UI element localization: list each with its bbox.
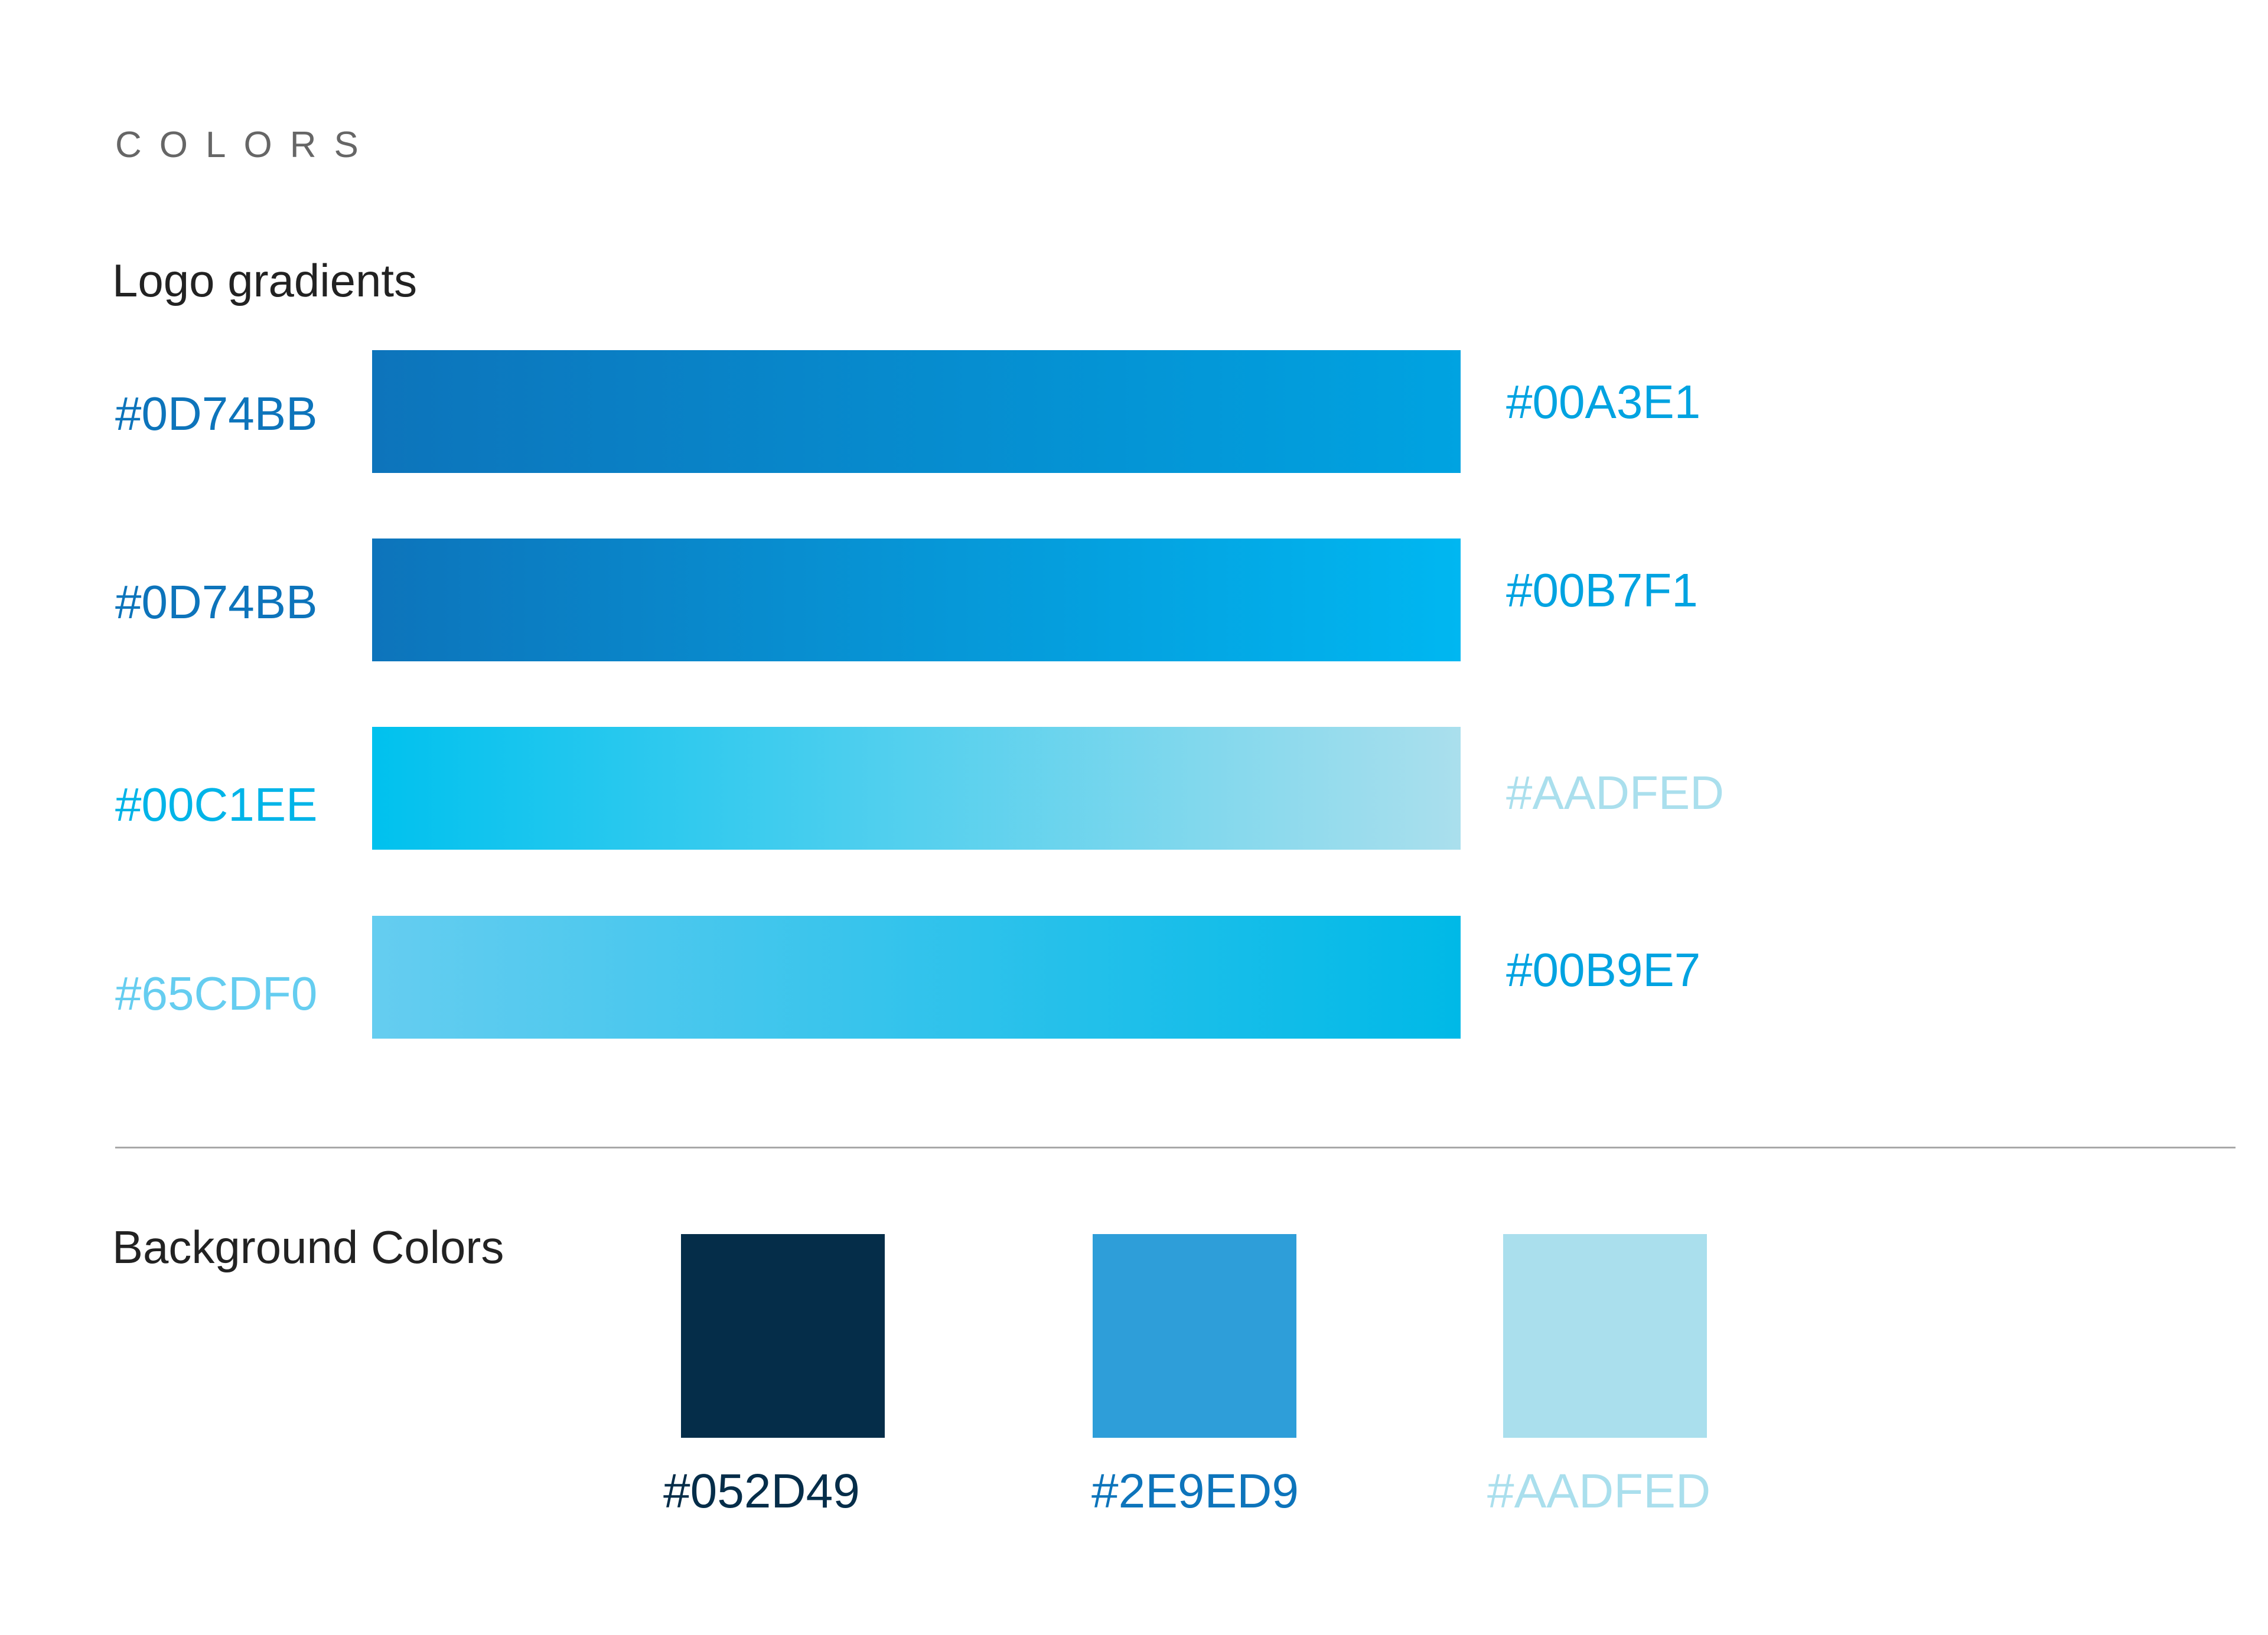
- swatch-label: #AADFED: [1487, 1464, 1711, 1518]
- gradient-bar: [372, 727, 1461, 850]
- gradient-bar: [372, 350, 1461, 473]
- gradient-row-3: #00C1EE #AADFED: [0, 727, 2268, 851]
- gradient-end-label: #00A3E1: [1506, 376, 1701, 428]
- swatch-label: #2E9ED9: [1091, 1464, 1299, 1518]
- gradient-start-label: #00C1EE: [115, 778, 318, 831]
- gradient-bar: [372, 916, 1461, 1039]
- background-colors-heading: Background Colors: [112, 1221, 504, 1273]
- gradient-row-4: #65CDF0 #00B9E7: [0, 916, 2268, 1040]
- gradient-row-2: #0D74BB #00B7F1: [0, 539, 2268, 663]
- gradient-end-label: #00B9E7: [1506, 944, 1701, 996]
- swatch-dark-navy: [681, 1234, 885, 1438]
- logo-gradients-heading: Logo gradients: [112, 254, 418, 306]
- swatch-blue: [1093, 1234, 1296, 1438]
- gradient-end-label: #00B7F1: [1506, 564, 1698, 616]
- swatch-light-blue: [1503, 1234, 1707, 1438]
- swatch-label: #052D49: [663, 1464, 860, 1518]
- gradient-row-1: #0D74BB #00A3E1: [0, 350, 2268, 474]
- gradient-end-label: #AADFED: [1506, 766, 1724, 819]
- section-title: COLORS: [115, 125, 376, 165]
- section-divider: [115, 1147, 2236, 1148]
- gradient-start-label: #65CDF0: [115, 967, 318, 1020]
- gradient-bar: [372, 539, 1461, 661]
- gradient-start-label: #0D74BB: [115, 387, 318, 440]
- gradient-start-label: #0D74BB: [115, 576, 318, 628]
